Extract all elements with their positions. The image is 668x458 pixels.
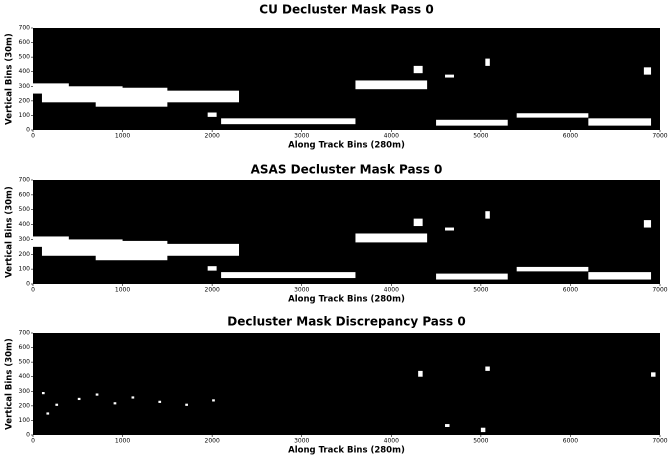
- mask-region: [221, 118, 356, 125]
- y-tick-label: 0: [26, 432, 30, 439]
- y-tick-label: 500: [19, 54, 31, 61]
- x-tick-label: 1000: [115, 133, 130, 140]
- mask-region: [185, 403, 188, 406]
- panel-title: ASAS Decluster Mask Pass 0: [251, 163, 443, 177]
- x-tick-label: 0: [31, 287, 35, 294]
- mask-region: [41, 392, 45, 395]
- y-tick-label: 200: [19, 251, 31, 258]
- mask-region: [113, 402, 117, 405]
- mask-region: [212, 399, 215, 402]
- y-tick-label: 400: [19, 221, 31, 228]
- y-tick-label: 100: [19, 112, 31, 119]
- y-tick-label: 700: [19, 330, 31, 337]
- mask-region: [485, 366, 490, 371]
- mask-region: [207, 112, 217, 117]
- x-tick-label: 0: [31, 133, 35, 140]
- mask-region: [643, 67, 652, 75]
- mask-region: [436, 119, 508, 126]
- mask-region: [413, 65, 423, 74]
- x-tick-label: 7000: [652, 133, 667, 140]
- mask-region: [95, 393, 99, 396]
- mask-region: [643, 220, 652, 228]
- mask-region: [485, 211, 490, 219]
- x-tick-label: 3000: [294, 287, 309, 294]
- x-axis-label: Along Track Bins (280m): [288, 446, 405, 456]
- y-tick-label: 400: [19, 373, 31, 380]
- mask-region: [149, 243, 240, 256]
- y-axis-label: Vertical Bins (30m): [5, 33, 15, 125]
- mask-region: [485, 58, 490, 66]
- mask-region: [418, 370, 423, 377]
- panel-title: Decluster Mask Discrepancy Pass 0: [227, 315, 465, 329]
- mask-region: [355, 233, 428, 243]
- mask-region: [55, 403, 59, 406]
- panel-title: CU Decluster Mask Pass 0: [259, 3, 433, 17]
- mask-region: [207, 266, 217, 271]
- y-tick-label: 300: [19, 388, 31, 395]
- mask-region: [445, 74, 454, 78]
- x-tick-label: 4000: [384, 133, 399, 140]
- mask-region: [355, 80, 428, 90]
- mask-region: [480, 427, 486, 433]
- x-axis-label: Along Track Bins (280m): [288, 141, 405, 151]
- y-tick-label: 700: [19, 177, 31, 184]
- y-tick-label: 200: [19, 402, 31, 409]
- x-tick-label: 1000: [115, 438, 130, 445]
- y-axis-label: Vertical Bins (30m): [5, 338, 15, 430]
- plot-background: [33, 333, 660, 435]
- x-tick-label: 2000: [205, 287, 220, 294]
- x-tick-label: 5000: [473, 133, 488, 140]
- mask-region: [77, 397, 81, 401]
- x-tick-label: 6000: [563, 438, 578, 445]
- x-tick-label: 5000: [473, 438, 488, 445]
- mask-region: [46, 412, 50, 415]
- y-tick-label: 500: [19, 206, 31, 213]
- mask-region: [588, 118, 652, 126]
- mask-region: [651, 372, 656, 377]
- x-tick-label: 3000: [294, 133, 309, 140]
- y-tick-label: 0: [26, 281, 30, 288]
- y-tick-label: 0: [26, 127, 30, 134]
- x-axis-label: Along Track Bins (280m): [288, 295, 405, 305]
- y-tick-label: 500: [19, 359, 31, 366]
- x-tick-label: 7000: [652, 438, 667, 445]
- y-tick-label: 100: [19, 266, 31, 273]
- mask-region: [131, 396, 135, 399]
- y-tick-label: 100: [19, 417, 31, 424]
- y-tick-label: 300: [19, 236, 31, 243]
- y-tick-label: 600: [19, 39, 31, 46]
- mask-region: [149, 90, 240, 103]
- x-tick-label: 5000: [473, 287, 488, 294]
- mask-region: [588, 272, 652, 280]
- mask-region: [221, 272, 356, 279]
- x-tick-label: 0: [31, 438, 35, 445]
- mask-region: [445, 424, 450, 427]
- mask-region: [445, 227, 454, 231]
- plot-background: [33, 28, 660, 130]
- y-axis-label: Vertical Bins (30m): [5, 186, 15, 278]
- y-tick-label: 600: [19, 344, 31, 351]
- x-tick-label: 1000: [115, 287, 130, 294]
- x-tick-label: 4000: [384, 287, 399, 294]
- mask-region: [158, 400, 162, 403]
- x-tick-label: 2000: [205, 438, 220, 445]
- y-tick-label: 300: [19, 83, 31, 90]
- x-tick-label: 2000: [205, 133, 220, 140]
- mask-region: [516, 113, 589, 118]
- mask-region: [516, 266, 589, 272]
- y-tick-label: 600: [19, 191, 31, 198]
- x-tick-label: 3000: [294, 438, 309, 445]
- x-tick-label: 4000: [384, 438, 399, 445]
- plot-background: [33, 180, 660, 284]
- mask-region: [413, 218, 423, 227]
- y-tick-label: 700: [19, 25, 31, 32]
- mask-region: [436, 273, 508, 280]
- x-tick-label: 7000: [652, 287, 667, 294]
- y-tick-label: 400: [19, 68, 31, 75]
- x-tick-label: 6000: [563, 133, 578, 140]
- y-tick-label: 200: [19, 97, 31, 104]
- x-tick-label: 6000: [563, 287, 578, 294]
